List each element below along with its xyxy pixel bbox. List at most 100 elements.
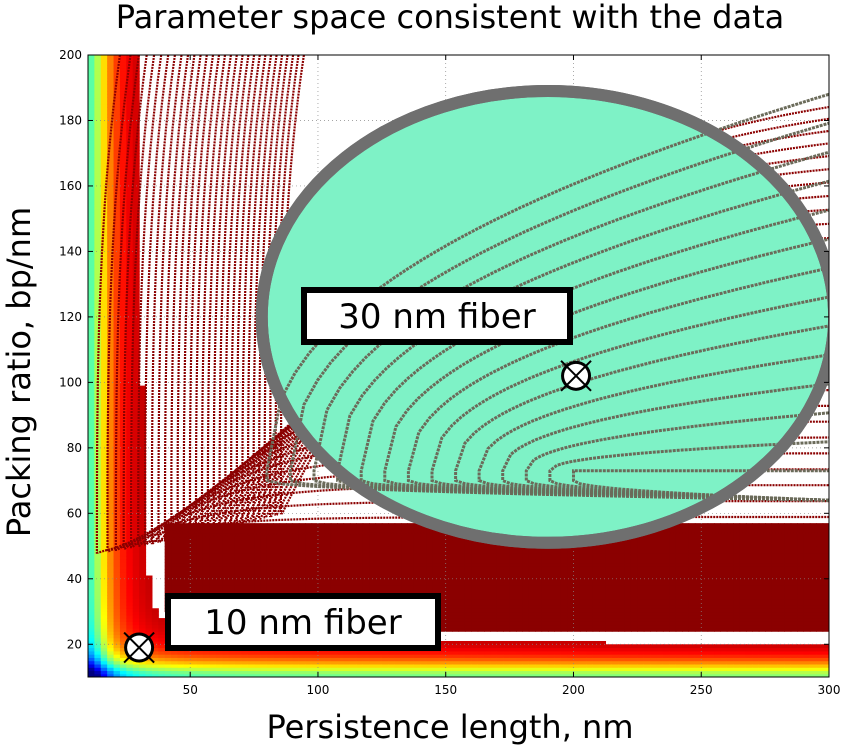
heat-cell <box>132 379 140 383</box>
heat-cell <box>630 670 638 675</box>
heat-cell <box>139 424 147 429</box>
heat-cell <box>797 624 805 629</box>
heat-cell <box>790 660 798 665</box>
heat-cell <box>630 650 638 655</box>
heat-cell <box>369 565 377 570</box>
heat-cell <box>682 568 690 573</box>
heat-cell <box>535 663 543 668</box>
heat-cell <box>765 565 773 570</box>
heat-cell <box>132 212 140 217</box>
heat-cell <box>586 621 594 626</box>
heat-cell <box>675 650 683 655</box>
heat-cell <box>94 169 102 174</box>
heat-cell <box>611 601 619 606</box>
heat-cell <box>637 647 645 652</box>
heat-cell <box>777 663 785 668</box>
heat-cell <box>682 667 690 672</box>
heat-cell <box>624 585 632 590</box>
heat-cell <box>420 565 428 570</box>
heat-cell <box>107 398 115 403</box>
heat-cell <box>107 575 115 580</box>
heat-cell <box>100 415 108 419</box>
heat-cell <box>88 349 95 354</box>
heat-cell <box>94 267 102 272</box>
heat-cell <box>388 667 396 672</box>
heat-cell <box>547 601 555 606</box>
heat-cell <box>247 572 255 577</box>
heat-cell <box>113 369 121 374</box>
heat-cell <box>471 611 479 616</box>
heat-cell <box>107 585 115 590</box>
heat-cell <box>100 303 108 308</box>
heat-cell <box>94 369 102 374</box>
heat-cell <box>356 572 364 577</box>
heat-cell <box>662 604 670 609</box>
heat-cell <box>426 575 434 580</box>
heat-cell <box>113 627 121 632</box>
heat-cell <box>126 493 134 498</box>
heat-cell <box>656 601 664 606</box>
heat-cell <box>241 673 249 677</box>
heat-cell <box>209 654 217 658</box>
heat-cell <box>247 588 255 593</box>
heat-cell <box>777 604 785 609</box>
heat-cell <box>790 568 798 573</box>
heat-cell <box>554 647 562 652</box>
heat-cell <box>388 565 396 570</box>
heat-cell <box>611 562 619 567</box>
heat-cell <box>88 388 95 393</box>
heat-cell <box>94 657 102 662</box>
heat-cell <box>726 588 734 593</box>
heat-cell <box>100 136 108 141</box>
heat-cell <box>132 290 140 295</box>
heat-cell <box>579 591 587 596</box>
heat-cell <box>119 58 127 63</box>
heat-cell <box>777 591 785 596</box>
heat-cell <box>324 588 332 593</box>
heat-cell <box>797 575 805 580</box>
heat-cell <box>707 588 715 593</box>
heat-cell <box>88 77 95 82</box>
heat-cell <box>132 480 140 485</box>
heat-cell <box>126 405 134 410</box>
heat-cell <box>241 588 249 593</box>
heat-cell <box>669 608 677 613</box>
heat-cell <box>745 582 753 586</box>
heat-cell <box>650 667 658 672</box>
heat-cell <box>432 582 440 586</box>
heat-cell <box>100 503 108 508</box>
heat-cell <box>113 585 121 590</box>
heat-cell <box>624 650 632 655</box>
heat-cell <box>528 660 536 665</box>
heat-cell <box>784 621 792 626</box>
heat-cell <box>107 333 115 338</box>
heat-cell <box>758 575 766 580</box>
heat-cell <box>586 618 594 622</box>
heat-cell <box>107 199 115 203</box>
heat-cell <box>183 578 191 583</box>
chart-title: Parameter space consistent with the data <box>116 0 784 36</box>
heat-cell <box>126 598 134 603</box>
heat-cell <box>816 667 824 672</box>
heat-cell <box>650 565 658 570</box>
heat-cell <box>688 575 696 580</box>
heat-cell <box>139 421 147 426</box>
heat-cell <box>94 97 102 102</box>
heat-cell <box>88 424 95 429</box>
heat-cell <box>132 487 140 491</box>
heat-cell <box>656 673 664 677</box>
heat-cell <box>286 650 294 655</box>
heat-cell <box>113 660 121 665</box>
heat-cell <box>624 562 632 567</box>
heat-cell <box>177 575 185 580</box>
heat-cell <box>726 660 734 665</box>
heat-cell <box>107 516 115 521</box>
heat-cell <box>535 640 543 645</box>
heat-cell <box>100 231 108 236</box>
heat-cell <box>471 608 479 613</box>
heat-cell <box>547 624 555 629</box>
heat-cell <box>119 585 127 590</box>
heat-cell <box>560 657 568 662</box>
heat-cell <box>100 611 108 616</box>
heat-cell <box>809 601 817 606</box>
